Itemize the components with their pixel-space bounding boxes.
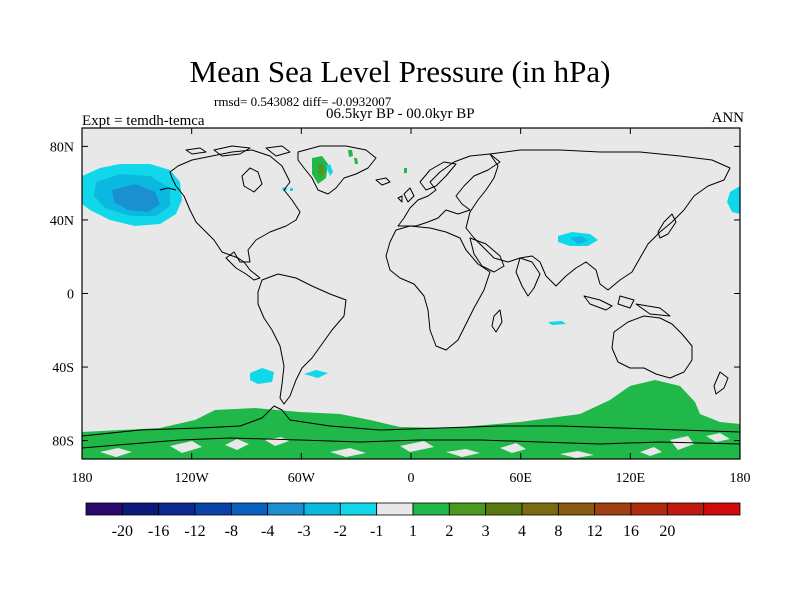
colorbar-swatch <box>594 502 632 516</box>
coast-north-america <box>169 149 301 281</box>
coast-asia <box>465 149 731 291</box>
period-label: 06.5kyr BP - 00.0kyr BP <box>326 106 475 122</box>
colorbar-swatch <box>521 502 559 516</box>
lon-tick-label: 120W <box>175 471 210 486</box>
colorbar-label: 16 <box>623 523 639 540</box>
lon-tick-label: 60E <box>509 471 532 486</box>
south-pacific-anomaly <box>250 368 274 384</box>
colorbar-swatch <box>121 502 160 516</box>
colorbar-swatch <box>230 502 269 516</box>
lat-tick-label: 80S <box>52 435 74 450</box>
tibet-anomaly-core <box>570 236 588 244</box>
lon-tick-label: 180 <box>730 471 751 486</box>
colorbar-swatch <box>267 502 305 516</box>
coast-greenland <box>297 145 377 195</box>
stats-label: rmsd= 0.543082 diff= -0.0932007 <box>214 94 392 109</box>
colorbar: -20 -16 -12 -8 -4 -3 -2 -1 1 2 3 4 8 12 16 20 <box>85 502 741 540</box>
antarctic-anomaly <box>82 380 740 459</box>
colorbar-label: -20 <box>112 523 133 540</box>
lon-tick-label: 0 <box>408 471 415 486</box>
indian-ocean-anomaly <box>548 321 566 325</box>
south-atlantic-anomaly <box>304 370 328 378</box>
coast-japan <box>657 213 677 239</box>
coast-iceland <box>375 177 391 186</box>
coast-aleutians <box>159 187 177 191</box>
lon-tick-label: 120E <box>616 471 646 486</box>
colorbar-label: 12 <box>587 523 603 540</box>
colorbar-label: -12 <box>184 523 205 540</box>
colorbar-label: 1 <box>409 523 417 540</box>
colorbar-label: -3 <box>297 523 310 540</box>
colorbar-label: -16 <box>148 523 169 540</box>
lat-tick-label: 40N <box>50 214 74 229</box>
coastlines <box>82 145 740 449</box>
lat-tick-label: 0 <box>67 288 74 303</box>
coast-australia <box>611 315 693 379</box>
coast-arabia <box>469 237 505 273</box>
coast-africa <box>385 225 491 351</box>
colorbar-swatch <box>85 502 123 516</box>
colorbar-swatch <box>339 502 378 516</box>
colorbar-label: -1 <box>370 523 383 540</box>
colorbar-label: -2 <box>334 523 347 540</box>
coast-hudson-bay <box>241 167 263 193</box>
colorbar-swatch <box>448 502 487 516</box>
colorbar-label: 2 <box>445 523 453 540</box>
coast-antarctic-shelf <box>82 437 740 449</box>
colorbar-swatch <box>376 502 414 516</box>
coast-new-zealand <box>713 371 729 395</box>
coast-indonesia <box>583 295 671 317</box>
colorbar-swatch <box>303 502 341 516</box>
colorbar-label: 4 <box>518 523 526 540</box>
season-label: ANN <box>711 110 745 126</box>
colorbar-swatch <box>557 502 596 516</box>
lat-tick-label: 80N <box>50 140 74 155</box>
anomaly-fields <box>82 150 740 459</box>
colorbar-swatch <box>630 502 668 516</box>
plot-title: Mean Sea Level Pressure (in hPa) <box>189 54 611 89</box>
coast-madagascar <box>491 309 503 333</box>
colorbar-swatch <box>158 502 196 516</box>
east-edge-anomaly <box>727 186 740 214</box>
lat-tick-label: 40S <box>52 361 74 376</box>
greenland-anomalies <box>282 150 407 191</box>
lon-tick-label: 60W <box>288 471 316 486</box>
coast-india <box>515 257 541 297</box>
north-pacific-anomaly-core <box>112 184 160 212</box>
colorbar-label: -4 <box>261 523 274 540</box>
map-ticks: 180 120W 60W 0 60E 120E 180 80N 40N 0 40S 80S <box>50 128 751 486</box>
colorbar-swatch <box>703 502 741 516</box>
experiment-label: Expt = temdh-temca <box>82 113 205 129</box>
colorbar-label: 20 <box>659 523 675 540</box>
colorbar-label: 8 <box>554 523 562 540</box>
colorbar-swatch <box>485 502 523 516</box>
lon-tick-label: 180 <box>72 471 93 486</box>
colorbar-label: 3 <box>482 523 490 540</box>
coast-british-isles <box>397 187 415 203</box>
coast-south-america <box>257 273 347 405</box>
colorbar-label: -8 <box>225 523 238 540</box>
colorbar-swatch <box>194 502 232 516</box>
coast-antarctica <box>82 405 740 437</box>
coast-europe <box>397 153 501 227</box>
colorbar-swatch <box>412 502 450 516</box>
antarctic-gaps <box>100 433 730 458</box>
colorbar-swatch <box>666 502 705 516</box>
coast-arctic-islands <box>185 145 291 157</box>
coast-scandinavia <box>419 161 457 191</box>
